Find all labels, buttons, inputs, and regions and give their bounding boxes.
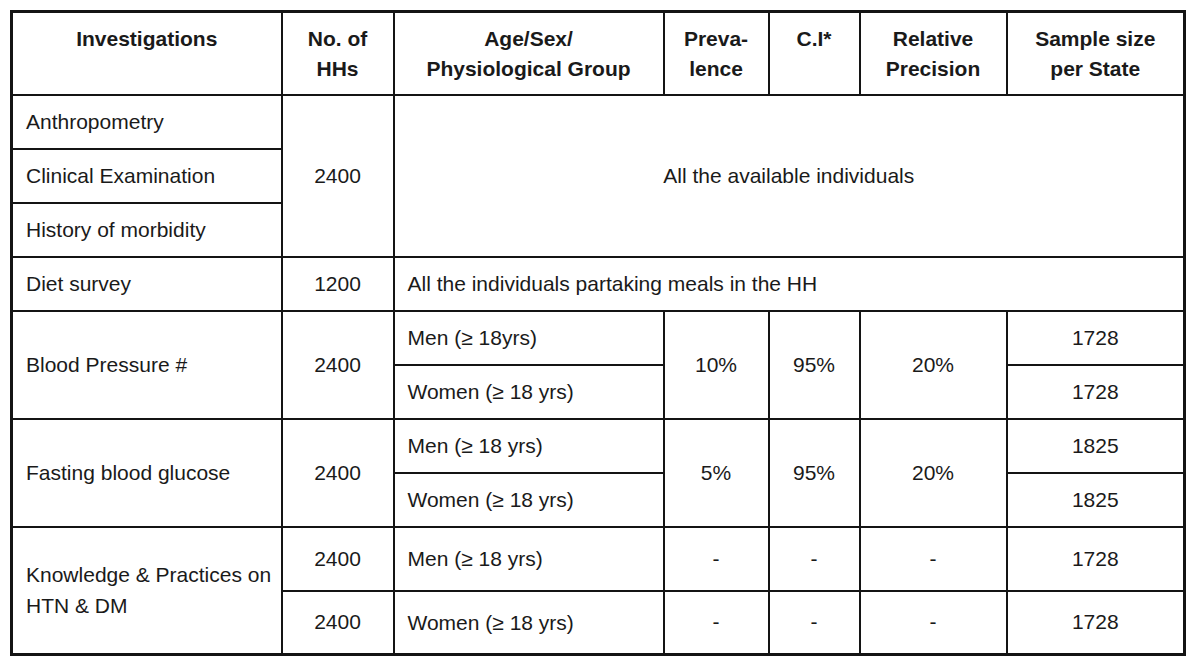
cell-ci-fasting: 95% <box>769 419 860 527</box>
cell-sample-knowledge-men: 1728 <box>1007 527 1185 591</box>
cell-hhs-diet-survey: 1200 <box>282 257 394 311</box>
cell-investigation-blood-pressure: Blood Pressure # <box>12 311 282 419</box>
col-header-sample-size-line2: per State <box>1016 54 1176 84</box>
col-header-ci-label: C.I* <box>778 24 851 54</box>
col-header-prevalence-line2: lence <box>673 54 760 84</box>
col-header-sample-size: Sample size per State <box>1007 12 1185 95</box>
col-header-prevalence: Preva- lence <box>664 12 769 95</box>
col-header-ci: C.I* <box>769 12 860 95</box>
cell-hhs-knowledge-women: 2400 <box>282 591 394 655</box>
cell-prevalence-knowledge-men: - <box>664 527 769 591</box>
survey-design-table: Investigations No. of HHs Age/Sex/ Physi… <box>10 10 1186 656</box>
col-header-sample-size-line1: Sample size <box>1016 24 1176 54</box>
page: Investigations No. of HHs Age/Sex/ Physi… <box>0 0 1193 665</box>
col-header-age-sex-group-line1: Age/Sex/ <box>403 24 655 54</box>
cell-sample-fasting-women: 1825 <box>1007 473 1185 527</box>
cell-precision-knowledge-men: - <box>860 527 1007 591</box>
cell-prevalence-knowledge-women: - <box>664 591 769 655</box>
row-anthropometry: Anthropometry 2400 All the available ind… <box>12 95 1185 149</box>
cell-group-bp-men: Men (≥ 18yrs) <box>394 311 664 365</box>
cell-note-partaking-meals: All the individuals partaking meals in t… <box>394 257 1185 311</box>
col-header-relative-precision-line2: Precision <box>869 54 998 84</box>
cell-investigation-clinical-examination: Clinical Examination <box>12 149 282 203</box>
col-header-investigations: Investigations <box>12 12 282 95</box>
col-header-relative-precision-line1: Relative <box>869 24 998 54</box>
cell-investigation-diet-survey: Diet survey <box>12 257 282 311</box>
cell-ci-bp: 95% <box>769 311 860 419</box>
cell-group-knowledge-men: Men (≥ 18 yrs) <box>394 527 664 591</box>
cell-prevalence-fasting: 5% <box>664 419 769 527</box>
cell-precision-knowledge-women: - <box>860 591 1007 655</box>
cell-group-fasting-men: Men (≥ 18 yrs) <box>394 419 664 473</box>
cell-sample-fasting-men: 1825 <box>1007 419 1185 473</box>
col-header-no-of-hhs: No. of HHs <box>282 12 394 95</box>
col-header-age-sex-group-line2: Physiological Group <box>403 54 655 84</box>
cell-sample-knowledge-women: 1728 <box>1007 591 1185 655</box>
cell-investigation-history-of-morbidity: History of morbidity <box>12 203 282 257</box>
cell-precision-bp: 20% <box>860 311 1007 419</box>
row-knowledge-men: Knowledge & Practices on HTN & DM 2400 M… <box>12 527 1185 591</box>
row-blood-pressure-men: Blood Pressure # 2400 Men (≥ 18yrs) 10% … <box>12 311 1185 365</box>
cell-note-all-available-individuals: All the available individuals <box>394 95 1185 257</box>
col-header-relative-precision: Relative Precision <box>860 12 1007 95</box>
col-header-no-of-hhs-line1: No. of <box>291 24 385 54</box>
row-diet-survey: Diet survey 1200 All the individuals par… <box>12 257 1185 311</box>
row-fasting-glucose-men: Fasting blood glucose 2400 Men (≥ 18 yrs… <box>12 419 1185 473</box>
cell-group-fasting-women: Women (≥ 18 yrs) <box>394 473 664 527</box>
cell-sample-bp-men: 1728 <box>1007 311 1185 365</box>
col-header-investigations-label: Investigations <box>21 24 273 54</box>
cell-ci-knowledge-women: - <box>769 591 860 655</box>
col-header-prevalence-line1: Preva- <box>673 24 760 54</box>
cell-group-knowledge-women: Women (≥ 18 yrs) <box>394 591 664 655</box>
cell-group-bp-women: Women (≥ 18 yrs) <box>394 365 664 419</box>
cell-investigation-knowledge: Knowledge & Practices on HTN & DM <box>12 527 282 655</box>
cell-prevalence-bp: 10% <box>664 311 769 419</box>
cell-ci-knowledge-men: - <box>769 527 860 591</box>
cell-hhs-knowledge-men: 2400 <box>282 527 394 591</box>
col-header-no-of-hhs-line2: HHs <box>291 54 385 84</box>
header-row: Investigations No. of HHs Age/Sex/ Physi… <box>12 12 1185 95</box>
col-header-age-sex-group: Age/Sex/ Physiological Group <box>394 12 664 95</box>
cell-precision-fasting: 20% <box>860 419 1007 527</box>
cell-sample-bp-women: 1728 <box>1007 365 1185 419</box>
cell-hhs-blood-pressure: 2400 <box>282 311 394 419</box>
cell-investigation-anthropometry: Anthropometry <box>12 95 282 149</box>
cell-hhs-fasting-glucose: 2400 <box>282 419 394 527</box>
cell-hhs-anthro-block: 2400 <box>282 95 394 257</box>
cell-investigation-fasting-glucose: Fasting blood glucose <box>12 419 282 527</box>
